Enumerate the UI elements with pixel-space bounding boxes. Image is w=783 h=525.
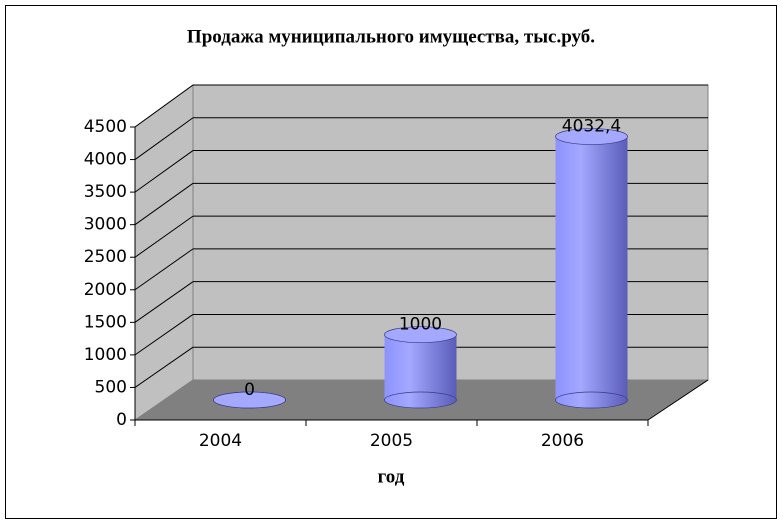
grid-line-side bbox=[134, 215, 194, 258]
y-tick-label: 0 bbox=[116, 410, 127, 430]
y-tick-label: 2000 bbox=[84, 280, 127, 300]
grid-line-side bbox=[134, 150, 194, 193]
y-tick-label: 1500 bbox=[84, 312, 127, 332]
bar bbox=[384, 326, 457, 409]
chart-title: Продажа муниципального имущества, тыс.ру… bbox=[187, 26, 595, 47]
y-tick-label: 500 bbox=[95, 377, 127, 397]
bar-bottom bbox=[384, 391, 457, 409]
x-axis-title: год bbox=[378, 466, 405, 487]
grid-line-side bbox=[134, 281, 194, 323]
grid-line-side bbox=[134, 182, 194, 226]
bar-body bbox=[384, 334, 457, 400]
x-tick-label: 2006 bbox=[541, 431, 584, 451]
bar-body bbox=[555, 136, 628, 400]
bar-top bbox=[213, 391, 286, 409]
grid-line-side bbox=[134, 346, 194, 388]
y-tick-label: 2500 bbox=[84, 247, 127, 267]
y-tick-label: 1000 bbox=[84, 345, 127, 365]
bar-top bbox=[384, 326, 457, 344]
value-label: 4032,4 bbox=[562, 117, 621, 137]
grid-line-side bbox=[134, 84, 194, 128]
bar bbox=[555, 128, 628, 409]
bar bbox=[213, 391, 286, 409]
x-separators bbox=[134, 420, 649, 426]
value-label: 1000 bbox=[399, 315, 442, 335]
side-wall bbox=[134, 84, 194, 421]
x-tick-label: 2005 bbox=[370, 431, 413, 451]
floor-edge bbox=[647, 379, 709, 421]
bar-top bbox=[555, 128, 628, 145]
y-tick-label: 4500 bbox=[84, 117, 127, 137]
grid-line-side bbox=[134, 117, 194, 160]
grid-line-side bbox=[134, 248, 194, 291]
bar-bottom bbox=[555, 391, 628, 409]
grid-line-side bbox=[134, 314, 194, 356]
x-tick-label: 2004 bbox=[199, 431, 242, 451]
y-tick-label: 3500 bbox=[84, 182, 127, 202]
value-label: 0 bbox=[244, 380, 255, 400]
y-tick-label: 3000 bbox=[84, 215, 127, 235]
y-tick-label: 4000 bbox=[84, 150, 127, 170]
